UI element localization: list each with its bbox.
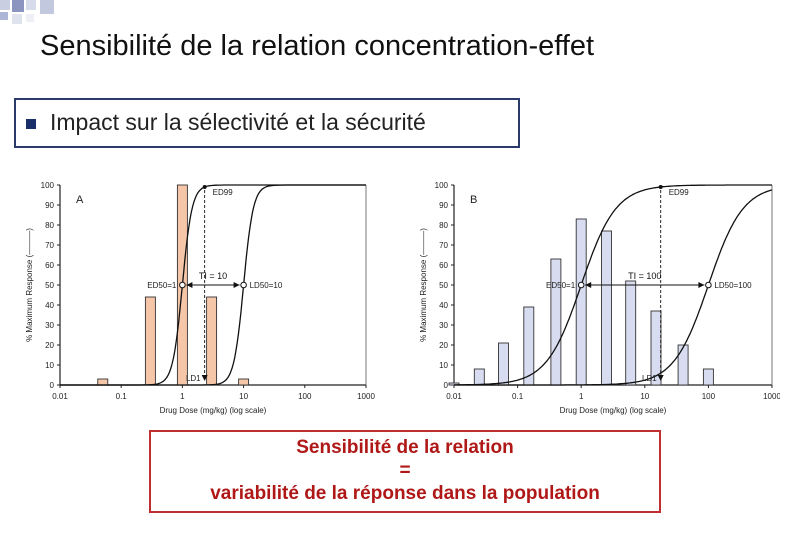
y-tick-label: 60 bbox=[439, 261, 448, 270]
ed99-marker bbox=[202, 185, 207, 189]
bullet-box: Impact sur la sélectivité et la sécurité bbox=[14, 98, 520, 148]
x-tick-label: 100 bbox=[298, 392, 312, 401]
y-tick-label: 90 bbox=[45, 201, 54, 210]
y-tick-label: 30 bbox=[439, 321, 448, 330]
histogram-bar bbox=[238, 378, 250, 386]
y-tick-label: 20 bbox=[45, 341, 54, 350]
ed50-label: ED50=1 bbox=[546, 281, 576, 290]
ld1-arrow-head bbox=[657, 375, 664, 381]
histogram-bar bbox=[498, 342, 509, 386]
ed99-label: ED99 bbox=[213, 188, 234, 197]
ed50-label: ED50=1 bbox=[147, 281, 177, 290]
panel-label: A bbox=[76, 194, 84, 206]
panel-label: B bbox=[470, 194, 477, 206]
y-tick-label: 20 bbox=[439, 341, 448, 350]
dose-response-curve-ld bbox=[60, 184, 366, 386]
y-tick-label: 0 bbox=[50, 381, 55, 390]
x-tick-label: 0.1 bbox=[512, 392, 524, 401]
callout-line-1: Sensibilité de la relation bbox=[296, 437, 514, 458]
y-tick-label: 70 bbox=[45, 241, 54, 250]
x-tick-label: 1000 bbox=[763, 392, 780, 401]
y-tick-label: 80 bbox=[439, 221, 448, 230]
ld1-label: LD1 bbox=[186, 374, 201, 383]
histogram-bar bbox=[206, 296, 218, 386]
y-tick-label: 0 bbox=[444, 381, 449, 390]
ed99-label: ED99 bbox=[669, 188, 690, 197]
histogram-bar bbox=[625, 280, 637, 386]
ld1-label: LD1 bbox=[642, 374, 657, 383]
ld1-arrow-head bbox=[201, 375, 208, 381]
ed50-marker bbox=[577, 281, 585, 289]
y-tick-label: 70 bbox=[439, 241, 448, 250]
histogram-bar bbox=[473, 368, 485, 386]
ti-label: TI = 10 bbox=[199, 271, 227, 281]
histogram-bar bbox=[575, 218, 587, 386]
y-tick-label: 60 bbox=[45, 261, 54, 270]
histogram-bar bbox=[677, 344, 689, 386]
x-tick-label: 100 bbox=[702, 392, 716, 401]
histogram-bar bbox=[144, 296, 156, 386]
histogram-bar bbox=[702, 368, 714, 386]
corner-decoration bbox=[0, 0, 54, 24]
slide-title: Sensibilité de la relation concentration… bbox=[40, 30, 595, 62]
dose-response-curve-ld bbox=[454, 189, 773, 386]
callout-line-2: = bbox=[399, 460, 411, 481]
y-tick-label: 100 bbox=[41, 181, 55, 190]
ld50-marker bbox=[705, 281, 712, 289]
y-tick-label: 40 bbox=[439, 301, 448, 310]
ld50-label: LD50=10 bbox=[250, 281, 283, 290]
ti-arrow-left-head bbox=[585, 282, 592, 288]
ti-arrow-left-head bbox=[186, 282, 193, 288]
y-tick-label: 10 bbox=[439, 361, 448, 370]
y-tick-label: 90 bbox=[439, 201, 448, 210]
y-tick-label: 10 bbox=[45, 361, 54, 370]
bullet-text: Impact sur la sélectivité et la sécurité bbox=[50, 109, 426, 135]
ed99-marker bbox=[658, 185, 663, 189]
y-tick-label: 30 bbox=[45, 321, 54, 330]
ti-arrow-right-head bbox=[233, 282, 240, 288]
ti-label: TI = 100 bbox=[628, 271, 661, 281]
histogram-bar bbox=[550, 258, 562, 386]
y-tick-label: 100 bbox=[435, 181, 449, 190]
callout-line-3: variabilité de la réponse dans la popula… bbox=[210, 483, 600, 504]
x-tick-label: 1000 bbox=[357, 392, 375, 401]
chart-panel-b: 0 10 20 30 40 50 60 70 80 90 100 0.01 0.1 1 10 100 1000 D… bbox=[419, 181, 780, 415]
y-tick-label: 40 bbox=[45, 301, 54, 310]
y-axis-label: % Maximum Response (———) bbox=[25, 228, 34, 342]
ti-arrow-right-head bbox=[698, 282, 705, 288]
ld50-label: LD50=100 bbox=[714, 281, 752, 290]
histogram-bar bbox=[97, 378, 109, 386]
y-tick-label: 50 bbox=[439, 281, 448, 290]
ld50-marker bbox=[240, 281, 247, 289]
callout-box: Sensibilité de la relation = variabilité… bbox=[149, 430, 661, 513]
dose-response-curve-ed bbox=[454, 184, 772, 386]
histogram-bar bbox=[650, 310, 662, 386]
ed50-marker bbox=[179, 281, 186, 289]
x-tick-label: 1 bbox=[579, 392, 584, 401]
x-tick-label: 10 bbox=[640, 392, 649, 401]
x-tick-label: 0.01 bbox=[52, 392, 68, 401]
x-tick-label: 0.01 bbox=[446, 392, 462, 401]
y-tick-label: 80 bbox=[45, 221, 54, 230]
x-axis-label: Drug Dose (mg/kg) (log scale) bbox=[560, 406, 667, 415]
y-tick-label: 50 bbox=[45, 281, 54, 290]
x-tick-label: 0.1 bbox=[116, 392, 128, 401]
chart-panel-a: 0 10 20 30 40 50 60 70 80 90 100 0.01 0.1 1 10 100 1000 D… bbox=[25, 181, 375, 415]
x-tick-label: 10 bbox=[239, 392, 248, 401]
histogram-bar bbox=[601, 230, 612, 386]
y-axis-label: % Maximum Response (———) bbox=[419, 228, 428, 342]
x-axis-label: Drug Dose (mg/kg) (log scale) bbox=[160, 406, 267, 415]
bullet-square-icon bbox=[26, 119, 36, 129]
x-tick-label: 1 bbox=[180, 392, 185, 401]
